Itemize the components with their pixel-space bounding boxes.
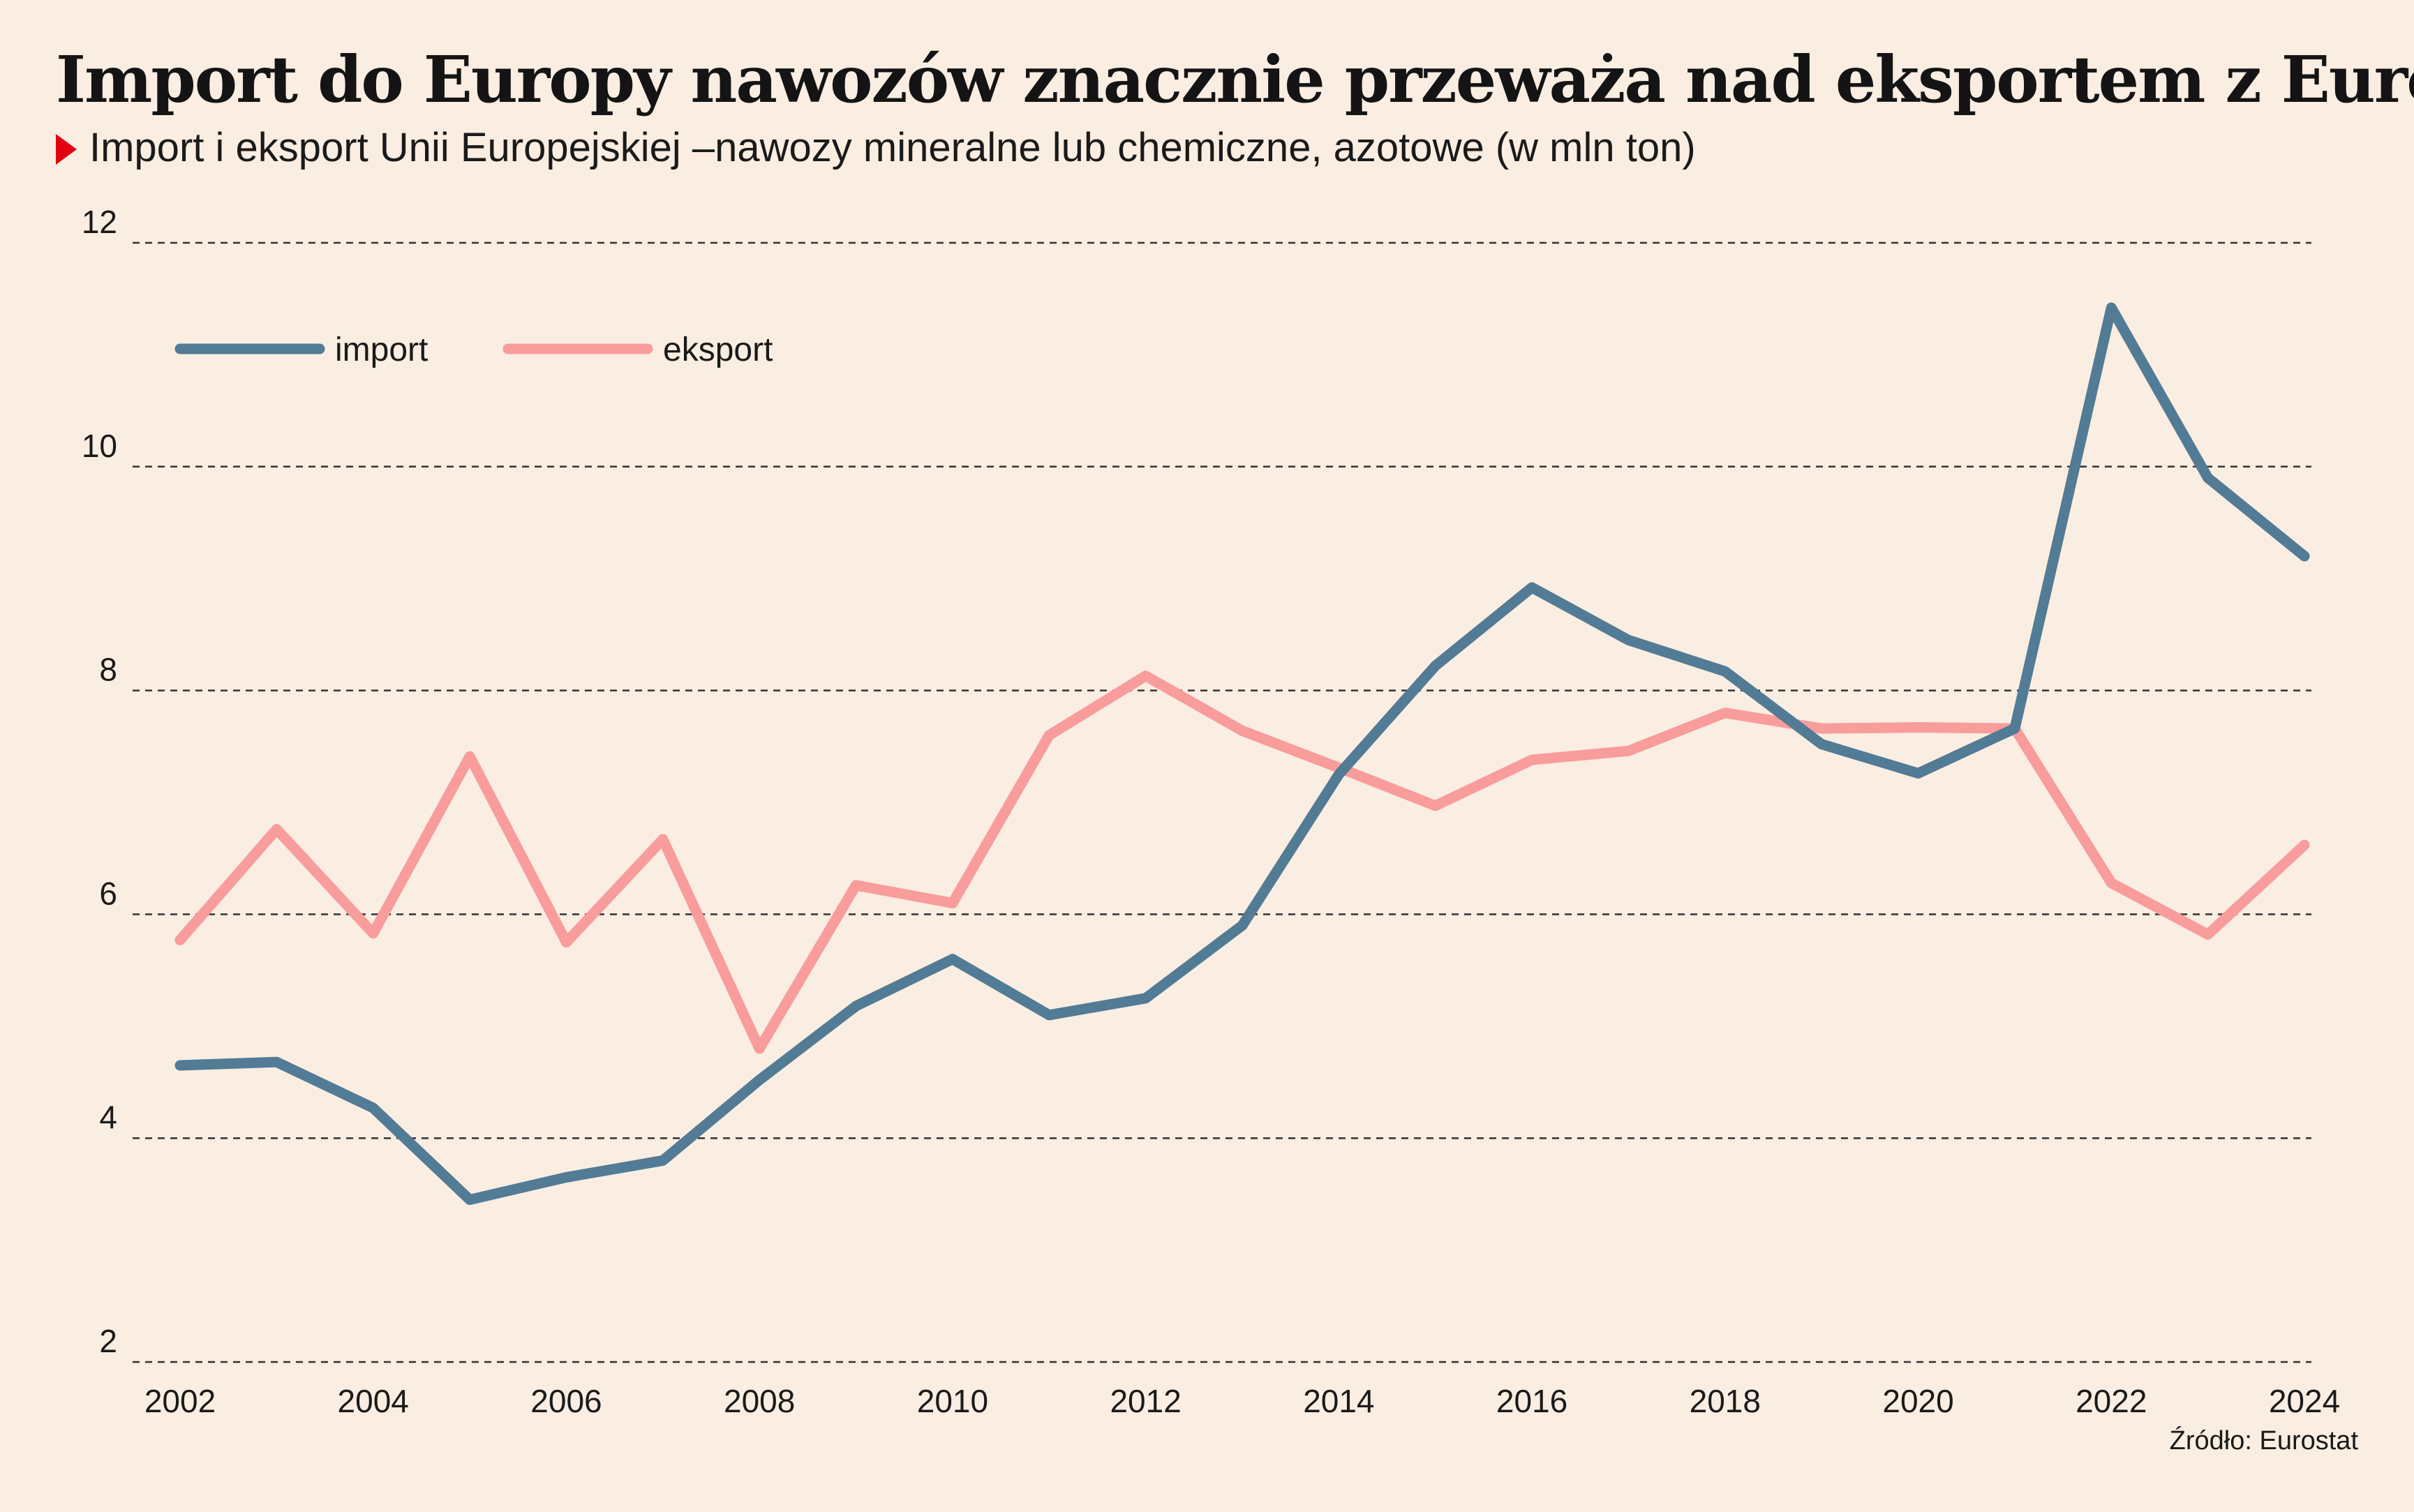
x-tick-label: 2006 (530, 1383, 602, 1419)
x-tick-label: 2024 (2269, 1383, 2340, 1419)
x-tick-label: 2008 (724, 1383, 795, 1419)
y-axis-ticks: 2 4 6 8 10 12 (82, 204, 117, 1359)
x-tick-label: 2018 (1690, 1383, 1761, 1419)
y-tick-label: 6 (99, 875, 117, 911)
x-tick-label: 2004 (338, 1383, 409, 1419)
series-line-import (180, 308, 2304, 1199)
legend-label-import: import (335, 331, 428, 368)
x-axis-ticks: 2002 2004 2006 2008 2010 2012 2014 2016 2018 2020… (144, 1383, 2340, 1419)
y-tick-label: 4 (99, 1099, 117, 1135)
legend-label-eksport: eksport (663, 331, 773, 368)
legend: import eksport (180, 331, 773, 368)
y-tick-label: 8 (99, 652, 117, 688)
series-line-eksport (180, 676, 2304, 1049)
y-tick-label: 12 (82, 204, 117, 240)
series-lines (180, 308, 2304, 1199)
line-chart: 2 4 6 8 10 12 2002 2004 2006 2008 2010 2012 2014 201… (0, 0, 2414, 1512)
x-tick-label: 2002 (144, 1383, 216, 1419)
x-tick-label: 2020 (1882, 1383, 1953, 1419)
x-tick-label: 2012 (1110, 1383, 1181, 1419)
x-tick-label: 2014 (1303, 1383, 1374, 1419)
y-tick-label: 2 (99, 1323, 117, 1359)
x-tick-label: 2016 (1496, 1383, 1567, 1419)
y-tick-label: 10 (82, 428, 117, 464)
x-tick-label: 2022 (2076, 1383, 2147, 1419)
x-tick-label: 2010 (917, 1383, 988, 1419)
source-note: Źródło: Eurostat (2170, 1426, 2358, 1456)
